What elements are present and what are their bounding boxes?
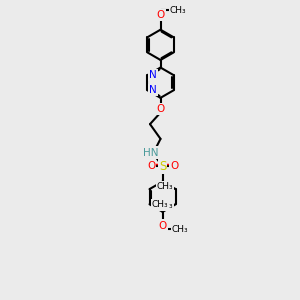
Text: O: O [156,10,165,20]
Text: O: O [147,161,155,171]
Text: S: S [159,160,166,173]
Text: O: O [170,161,178,171]
Text: CH₃: CH₃ [157,201,173,210]
Text: O: O [158,220,167,230]
Text: CH₃: CH₃ [169,6,186,15]
Text: CH₃: CH₃ [172,225,188,234]
Text: N: N [149,85,157,95]
Text: HN: HN [143,148,159,158]
Text: CH₃: CH₃ [157,182,173,191]
Text: N: N [149,70,157,80]
Text: CH₃: CH₃ [152,200,168,209]
Text: O: O [156,104,165,114]
